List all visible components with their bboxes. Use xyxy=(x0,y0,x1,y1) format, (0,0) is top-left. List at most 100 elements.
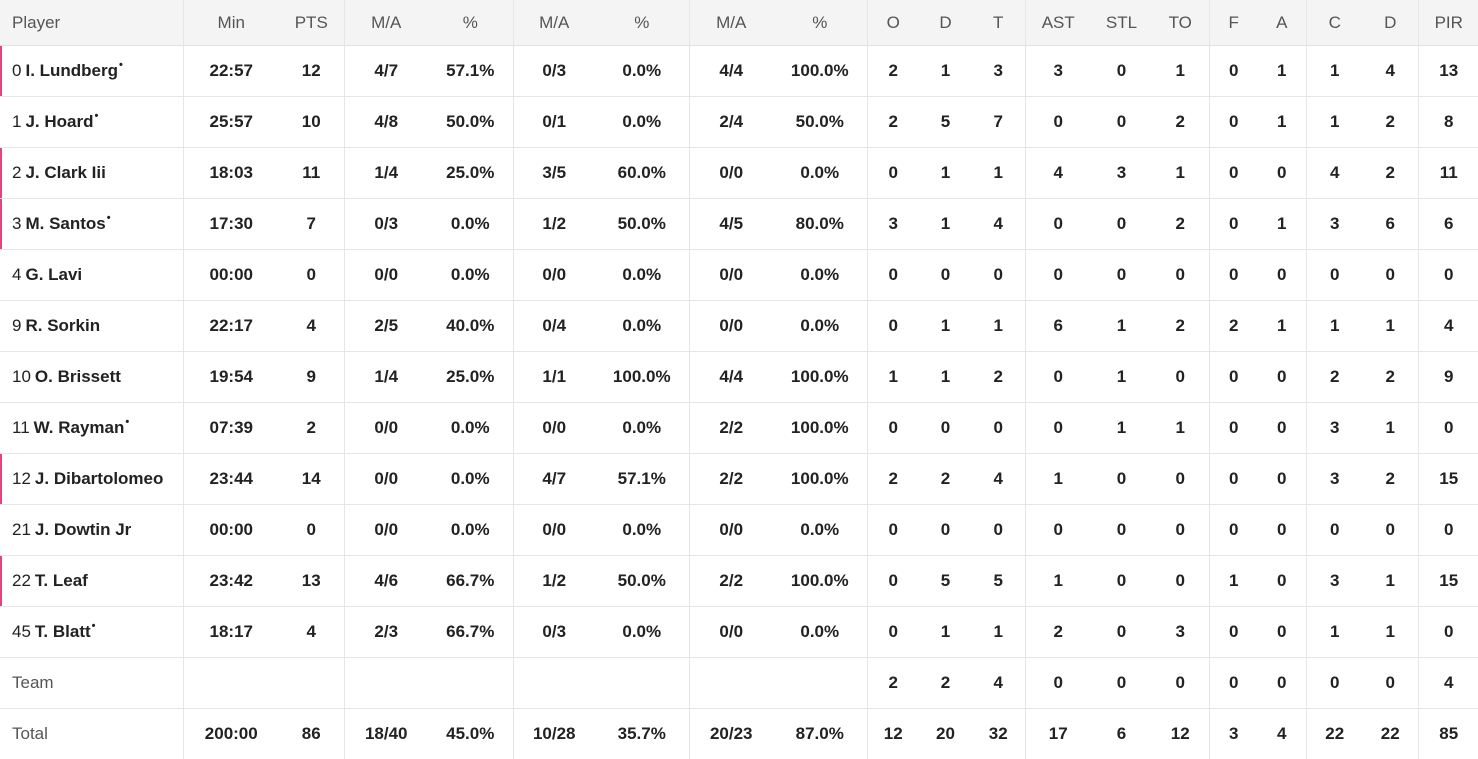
player-cell[interactable]: 12 J. Dibartolomeo xyxy=(0,453,183,505)
total-cell-ft-pct: 87.0% xyxy=(795,724,844,743)
cell-reb-t: 7 xyxy=(972,96,1025,148)
team-cell-blocks-c: 0 xyxy=(1305,657,1363,709)
player-number: 0 xyxy=(12,61,22,80)
table-row: 9 R. Sorkin 22:17 4 2/5 40.0% 0/4 0.0% 0/0 0.0% 0 1… xyxy=(0,300,1478,352)
cell-fouls-f: 0 xyxy=(1208,249,1258,301)
header-reb-o[interactable]: O xyxy=(866,0,919,46)
total-cell-3p-pct: 35.7% xyxy=(617,724,666,743)
header-ast[interactable]: AST xyxy=(1024,0,1091,46)
cell-ast: 0 xyxy=(1024,504,1091,556)
cell-fouls-a: 0 xyxy=(1258,606,1306,658)
header-reb-d[interactable]: D xyxy=(919,0,972,46)
cell-2p-ma: 1/4 xyxy=(343,351,428,403)
header-pts[interactable]: PTS xyxy=(279,0,344,46)
player-number: 12 xyxy=(12,469,31,488)
header-fouls-f[interactable]: F xyxy=(1208,0,1258,46)
player-name[interactable]: W. Rayman xyxy=(33,418,125,437)
player-cell[interactable]: 0 I. Lundberg• xyxy=(0,45,183,97)
total-cell-min: 200:00 xyxy=(182,708,279,759)
total-cell-reb-o: 12 xyxy=(866,708,919,759)
cell-fouls-a: 0 xyxy=(1258,351,1306,403)
player-name[interactable]: T. Leaf xyxy=(34,571,88,590)
header-blocks-d[interactable]: D xyxy=(1363,0,1418,46)
header-ft-ma[interactable]: M/A xyxy=(688,0,773,46)
player-cell[interactable]: 9 R. Sorkin xyxy=(0,300,183,352)
player-name[interactable]: J. Hoard xyxy=(25,112,94,131)
cell-blocks-d: 2 xyxy=(1363,351,1418,403)
cell-2p-pct: 0.0% xyxy=(428,198,513,250)
cell-ft-pct: 50.0% xyxy=(773,96,867,148)
team-cell-fouls-a: 0 xyxy=(1258,657,1306,709)
header-to[interactable]: TO xyxy=(1152,0,1209,46)
player-cell[interactable]: 21 J. Dowtin Jr xyxy=(0,504,183,556)
cell-stl: 0 xyxy=(1091,249,1152,301)
cell-pts: 11 xyxy=(279,147,344,199)
header-pir[interactable]: PIR xyxy=(1417,0,1478,46)
cell-fouls-f: 0 xyxy=(1208,351,1258,403)
player-name[interactable]: G. Lavi xyxy=(25,265,83,284)
player-name[interactable]: R. Sorkin xyxy=(25,316,101,335)
player-name[interactable]: M. Santos xyxy=(25,214,106,233)
table-row: 4 G. Lavi 00:00 0 0/0 0.0% 0/0 0.0% 0/0 0.0% 0 0 0 0 0… xyxy=(0,249,1478,301)
cell-reb-d: 5 xyxy=(919,96,972,148)
cell-ft-pct: 0.0% xyxy=(773,300,867,352)
header-blocks-c[interactable]: C xyxy=(1305,0,1363,46)
team-cell-3p-pct xyxy=(595,657,689,709)
cell-min: 00:00 xyxy=(182,249,279,301)
team-cell-reb-d: 2 xyxy=(919,657,972,709)
cell-2p-ma: 4/6 xyxy=(343,555,428,607)
cell-reb-d: 1 xyxy=(919,45,972,97)
cell-blocks-d: 1 xyxy=(1363,300,1418,352)
cell-2p-ma: 4/8 xyxy=(343,96,428,148)
cell-3p-ma: 1/2 xyxy=(512,555,595,607)
team-cell-reb-o: 2 xyxy=(866,657,919,709)
cell-min: 23:44 xyxy=(182,453,279,505)
cell-blocks-d: 6 xyxy=(1363,198,1418,250)
header-reb-t[interactable]: T xyxy=(972,0,1025,46)
player-name[interactable]: I. Lundberg xyxy=(25,61,119,80)
player-cell[interactable]: 22 T. Leaf xyxy=(0,555,183,607)
cell-to: 0 xyxy=(1152,351,1209,403)
header-player[interactable]: Player xyxy=(0,0,183,46)
cell-3p-pct: 0.0% xyxy=(595,300,689,352)
cell-reb-t: 1 xyxy=(972,300,1025,352)
header-2p-pct[interactable]: % xyxy=(428,0,513,46)
cell-reb-o: 0 xyxy=(866,300,919,352)
player-name[interactable]: O. Brissett xyxy=(34,367,121,386)
header-2p-ma[interactable]: M/A xyxy=(343,0,428,46)
cell-ast: 0 xyxy=(1024,96,1091,148)
cell-ft-ma: 0/0 xyxy=(688,147,773,199)
cell-min: 25:57 xyxy=(182,96,279,148)
player-cell[interactable]: 2 J. Clark Iii xyxy=(0,147,183,199)
player-cell[interactable]: 3 M. Santos• xyxy=(0,198,183,250)
player-cell[interactable]: 4 G. Lavi xyxy=(0,249,183,301)
cell-2p-pct: 40.0% xyxy=(428,300,513,352)
cell-to: 0 xyxy=(1152,453,1209,505)
cell-reb-t: 1 xyxy=(972,606,1025,658)
player-cell[interactable]: 10 O. Brissett xyxy=(0,351,183,403)
team-cell-to: 0 xyxy=(1152,657,1209,709)
table-row: 0 I. Lundberg• 22:57 12 4/7 57.1% 0/3 0.0% 4/4 10… xyxy=(0,45,1478,97)
cell-pir: 0 xyxy=(1417,249,1478,301)
player-cell[interactable]: 11 W. Rayman• xyxy=(0,402,183,454)
player-name[interactable]: T. Blatt xyxy=(34,622,91,641)
cell-fouls-a: 0 xyxy=(1258,453,1306,505)
cell-reb-o: 0 xyxy=(866,555,919,607)
cell-3p-pct: 0.0% xyxy=(595,402,689,454)
header-fouls-a[interactable]: A xyxy=(1258,0,1306,46)
header-min[interactable]: Min xyxy=(182,0,279,46)
header-3p-ma[interactable]: M/A xyxy=(512,0,595,46)
player-name[interactable]: J. Clark Iii xyxy=(25,163,106,182)
header-stl[interactable]: STL xyxy=(1091,0,1152,46)
player-cell[interactable]: 1 J. Hoard• xyxy=(0,96,183,148)
player-cell[interactable]: 45 T. Blatt• xyxy=(0,606,183,658)
player-name[interactable]: J. Dowtin Jr xyxy=(34,520,132,539)
cell-reb-d: 5 xyxy=(919,555,972,607)
header-row: Player Min PTS M/A% M/A% M/A% O D T AST STL TO F A C D P… xyxy=(0,0,1478,46)
cell-blocks-d: 2 xyxy=(1363,147,1418,199)
header-3p-pct[interactable]: % xyxy=(595,0,689,46)
cell-blocks-d: 0 xyxy=(1363,249,1418,301)
cell-2p-pct: 25.0% xyxy=(428,147,513,199)
player-name[interactable]: J. Dibartolomeo xyxy=(34,469,164,488)
header-ft-pct[interactable]: % xyxy=(773,0,867,46)
